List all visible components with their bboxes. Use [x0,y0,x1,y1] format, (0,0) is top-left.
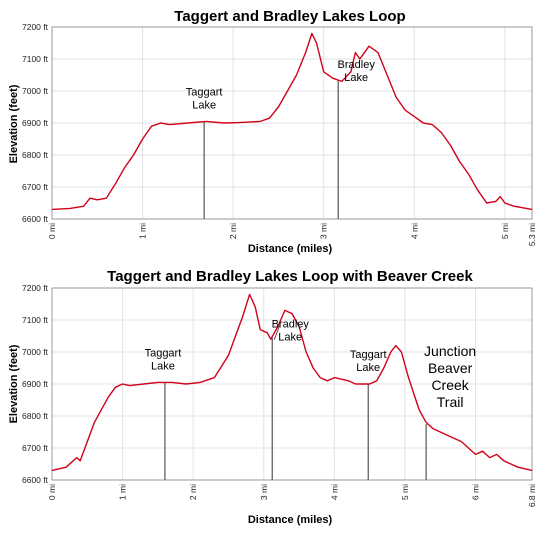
location-label: Taggart Lake [186,86,223,111]
y-axis-label: Elevation (feet) [8,84,20,163]
x-tick-label: 6 mi [471,484,481,500]
x-tick-label: 1 mi [118,484,128,500]
elevation-chart-taggart-bradley-loop: Taggert and Bradley Lakes Loop 6600 ft 67… [8,8,537,255]
y-tick-label: 7100 ft [22,315,49,325]
y-tick-label: 6600 ft [22,475,49,485]
x-tick-label: 5 mi [500,223,510,239]
y-tick-label: 6600 ft [22,214,49,224]
x-tick-label: 3 mi [259,484,269,500]
y-tick-label: 7200 ft [22,283,49,293]
location-label: Taggart Lake [350,349,387,374]
x-tick-label: 6.8 mi [527,484,537,507]
y-tick-label: 7000 ft [22,86,49,96]
y-tick-label: 6800 ft [22,411,49,421]
y-tick-label: 6700 ft [22,182,49,192]
label-pointer-line [273,321,282,340]
x-tick-label: 2 mi [228,223,238,239]
x-tick-label: 3 mi [319,223,329,239]
y-tick-label: 6900 ft [22,379,49,389]
location-label: Taggart Lake [145,347,182,372]
y-tick-label: 7000 ft [22,347,49,357]
y-tick-label: 6800 ft [22,150,49,160]
y-tick-label: 6900 ft [22,118,49,128]
elevation-chart-loop-with-beaver-creek: Taggert and Bradley Lakes Loop with Beav… [8,268,537,526]
elevation-line [51,32,533,211]
x-tick-label: 0 mi [47,223,57,239]
x-axis-label: Distance (miles) [248,243,333,255]
x-tick-label: 2 mi [188,484,198,500]
plot-area [51,26,533,220]
y-axis-label: Elevation (feet) [8,344,20,423]
x-tick-label: 4 mi [329,484,339,500]
y-tick-label: 7100 ft [22,54,49,64]
x-tick-label: 0 mi [47,484,57,500]
x-tick-label: 4 mi [409,223,419,239]
x-axis-label: Distance (miles) [248,514,333,526]
x-tick-label: 5.3 mi [527,223,537,246]
chart-title: Taggert and Bradley Lakes Loop with Beav… [107,268,473,285]
elevation-line [51,293,533,472]
location-label: Bradley Lake [338,59,376,84]
x-tick-label: 1 mi [138,223,148,239]
y-tick-label: 6700 ft [22,443,49,453]
y-tick-label: 7200 ft [22,22,49,32]
plot-area [51,287,533,481]
location-label: Junction Beaver Creek Trail [424,343,476,410]
chart-title: Taggert and Bradley Lakes Loop [174,8,405,25]
x-tick-label: 5 mi [400,484,410,500]
